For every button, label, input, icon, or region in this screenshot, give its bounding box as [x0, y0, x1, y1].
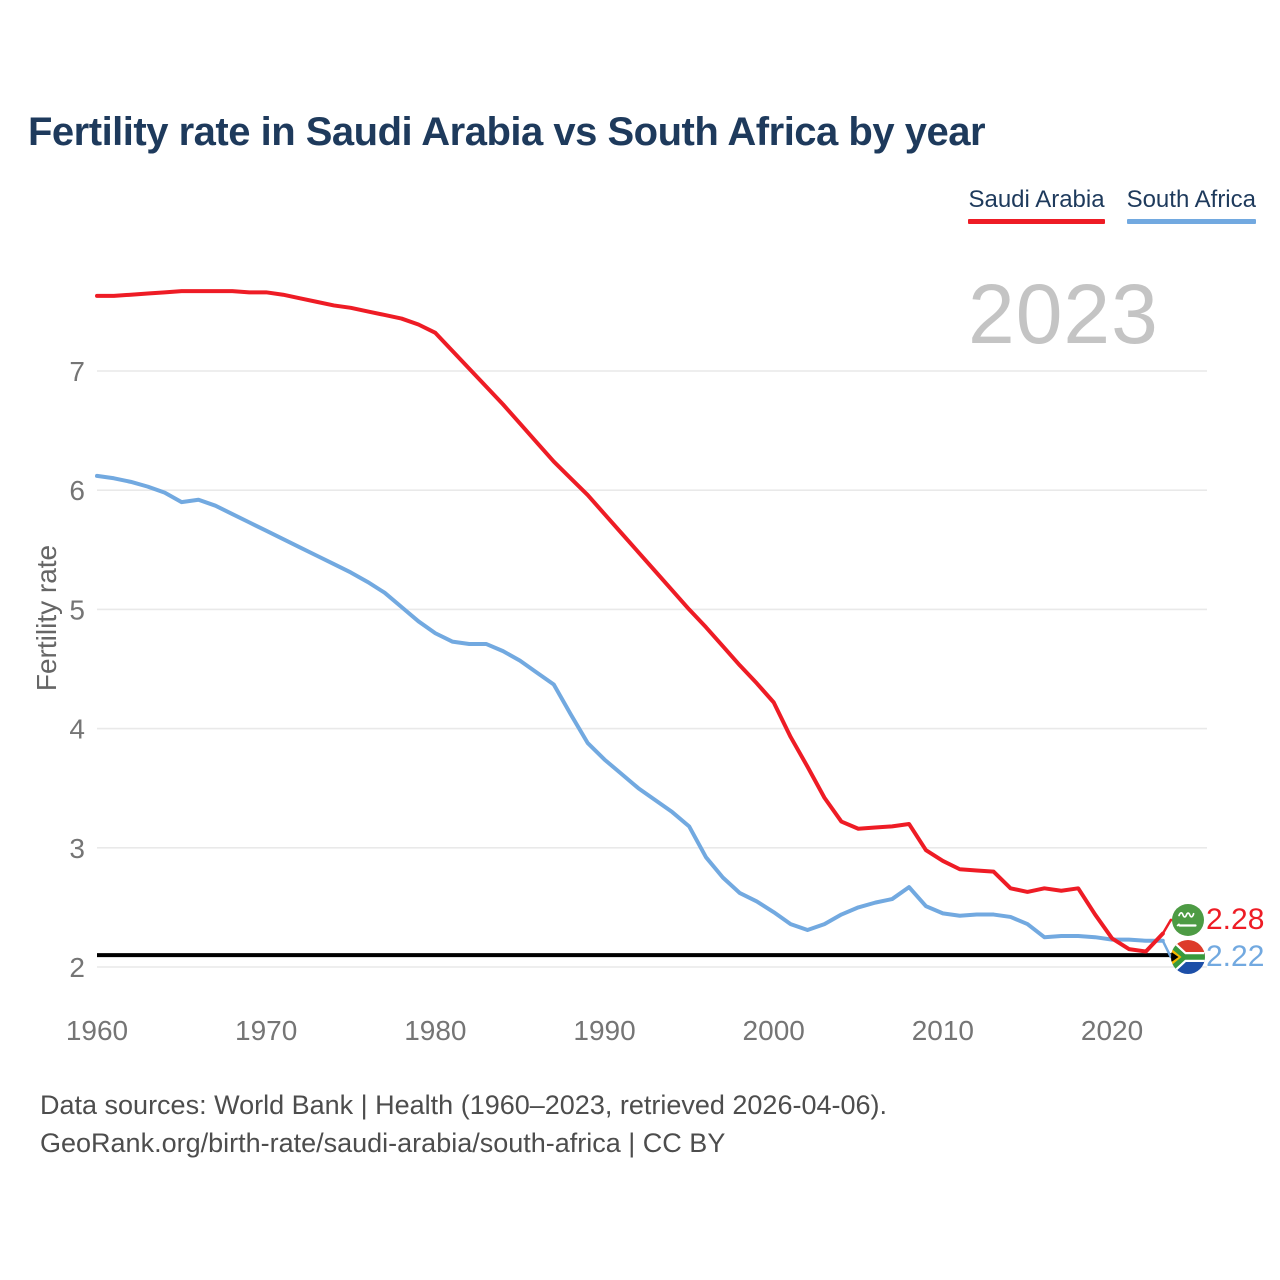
- y-tick-label-7: 7: [69, 356, 85, 387]
- x-tick-label-1990: 1990: [573, 1015, 635, 1046]
- legend-label-south-africa[interactable]: South Africa: [1126, 186, 1256, 213]
- y-tick-label-4: 4: [69, 714, 85, 745]
- legend-label-saudi-arabia[interactable]: Saudi Arabia: [968, 186, 1105, 213]
- year-watermark: 2023: [968, 267, 1159, 361]
- legend: Saudi Arabia South Africa: [968, 186, 1256, 224]
- y-tick-label-5: 5: [69, 594, 85, 625]
- x-tick-label-1970: 1970: [235, 1015, 297, 1046]
- x-tick-label-1980: 1980: [404, 1015, 466, 1046]
- end-value-saudi-arabia: 2.28: [1206, 903, 1265, 936]
- x-tick-label-2020: 2020: [1081, 1015, 1143, 1046]
- page-title: Fertility rate in Saudi Arabia vs South …: [28, 110, 986, 154]
- footer: Data sources: World Bank | Health (1960–…: [40, 1086, 887, 1162]
- x-tick-label-1960: 1960: [66, 1015, 128, 1046]
- series-line-south-africa[interactable]: [95, 473, 1165, 943]
- legend-underline-saudi-arabia: [968, 219, 1105, 224]
- legend-item-saudi-arabia[interactable]: Saudi Arabia: [968, 186, 1105, 224]
- saudi-arabia-flag-icon: [1172, 904, 1204, 936]
- x-tick-label-2010: 2010: [912, 1015, 974, 1046]
- x-tick-label-2000: 2000: [743, 1015, 805, 1046]
- end-value-south-africa: 2.22: [1206, 940, 1265, 973]
- y-tick-label-3: 3: [69, 833, 85, 864]
- series-line-saudi-arabia[interactable]: [95, 289, 1165, 954]
- footer-data-sources: Data sources: World Bank | Health (1960–…: [40, 1090, 887, 1120]
- y-tick-label-2: 2: [69, 952, 85, 983]
- y-tick-label-6: 6: [69, 475, 85, 506]
- south-africa-flag-icon: [1171, 940, 1205, 974]
- legend-item-south-africa[interactable]: South Africa: [1126, 186, 1256, 224]
- legend-underline-south-africa: [1126, 219, 1256, 224]
- footer-attribution: GeoRank.org/birth-rate/saudi-arabia/sout…: [40, 1128, 726, 1158]
